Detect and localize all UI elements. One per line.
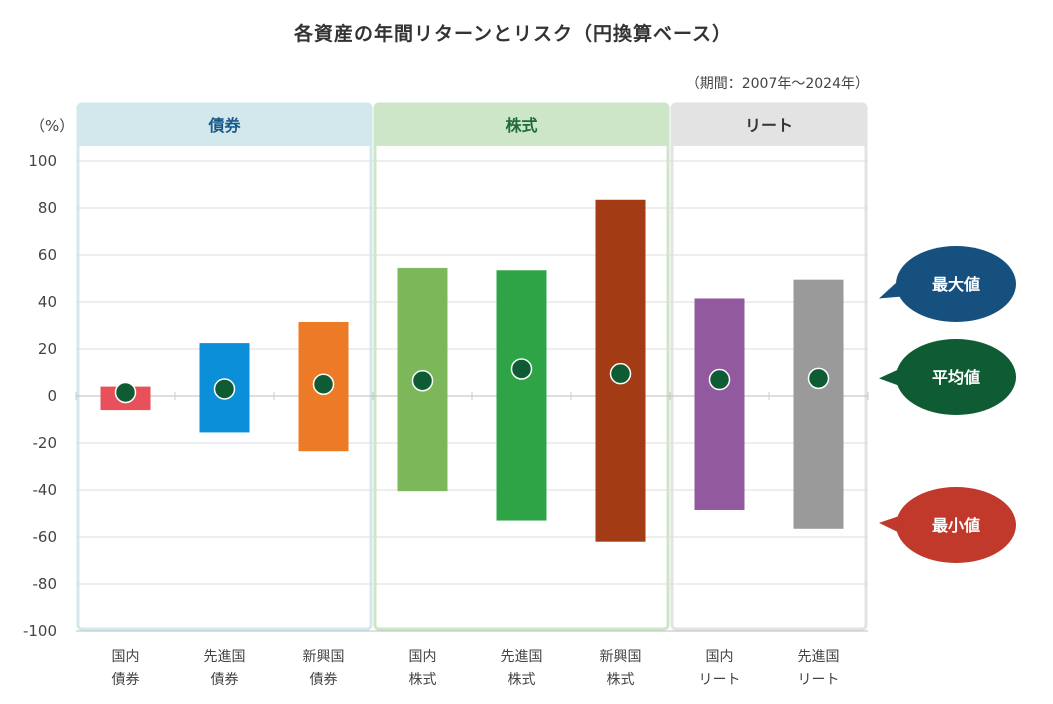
range-bar-6 (694, 298, 745, 510)
legend-min-label: 最小値 (932, 516, 980, 535)
y-tick-label: -80 (33, 575, 58, 593)
y-tick-label: -100 (23, 622, 57, 640)
category-label-line2: 債券 (112, 672, 140, 688)
y-tick-label: 60 (38, 246, 57, 264)
category-label-line2: 株式 (409, 672, 437, 688)
category-label-line1: 先進国 (798, 649, 840, 665)
range-bar-7 (793, 279, 844, 529)
category-label-line2: リート (699, 672, 741, 688)
y-tick-label: -40 (33, 481, 58, 499)
category-label-line2: 債券 (310, 672, 338, 688)
group-header-0 (78, 104, 371, 146)
group-header-2 (672, 104, 866, 146)
y-tick-label: 100 (28, 152, 57, 170)
category-label-line2: 債券 (211, 672, 239, 688)
mean-marker-1 (213, 378, 236, 400)
group-label-2: リート (745, 116, 793, 135)
legend-max-bubble (896, 246, 1016, 322)
range-bar-4 (496, 270, 547, 521)
y-tick-label: -60 (33, 528, 58, 546)
mean-marker-6 (708, 368, 731, 391)
group-header-1 (375, 104, 668, 146)
mean-marker-0 (114, 381, 137, 404)
y-tick-label: -20 (33, 434, 58, 452)
legend-mean-label: 平均値 (932, 368, 980, 387)
legend-mean-bubble (896, 339, 1016, 415)
group-label-0: 債券 (207, 116, 241, 135)
y-tick-label: 20 (38, 340, 57, 358)
y-tick-label: 80 (38, 199, 57, 217)
chart-title: 各資産の年間リターンとリスク（円換算ベース） (293, 23, 733, 45)
period-label: （期間：2007年～2024年） (685, 76, 869, 92)
category-label-line1: 新興国 (600, 649, 642, 665)
mean-marker-4 (510, 358, 533, 380)
category-label-line1: 先進国 (501, 649, 543, 665)
category-label-line1: 国内 (112, 649, 140, 665)
category-label-line2: 株式 (607, 672, 635, 688)
y-tick-label: 0 (47, 387, 57, 405)
mean-marker-7 (807, 367, 830, 390)
mean-marker-2 (312, 373, 335, 395)
category-label-line2: 株式 (508, 672, 536, 688)
category-label-line1: 先進国 (204, 649, 246, 665)
category-label-line1: 国内 (409, 649, 437, 665)
category-label-line1: 新興国 (303, 649, 345, 665)
y-axis-unit: （%） (30, 117, 74, 135)
legend-min-bubble (896, 487, 1016, 563)
category-label-line1: 国内 (706, 649, 734, 665)
legend-max-label: 最大値 (932, 275, 980, 294)
mean-marker-3 (411, 369, 434, 392)
category-label-line2: リート (798, 672, 840, 688)
y-tick-label: 40 (38, 293, 57, 311)
group-label-1: 株式 (505, 116, 537, 135)
mean-marker-5 (609, 362, 632, 385)
